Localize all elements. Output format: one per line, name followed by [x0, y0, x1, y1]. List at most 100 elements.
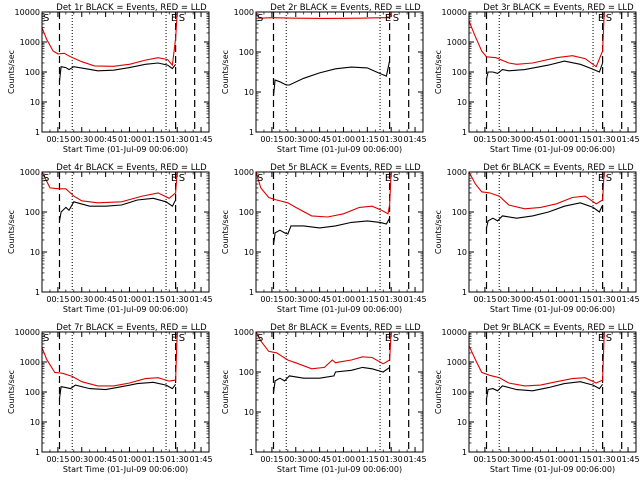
lld-series-line [41, 171, 178, 204]
y-tick-label: 100 [25, 388, 40, 397]
x-tick-label: 01:15 [569, 295, 592, 304]
end-marker: E [385, 13, 391, 24]
plot-frame [468, 11, 637, 133]
y-tick-label: 1000 [234, 8, 254, 17]
events-series-line [58, 197, 177, 221]
x-axis-label: Start Time (01-Jul-09 00:06:00) [63, 305, 188, 314]
lld-series-line [41, 333, 178, 387]
start-marker: S [43, 173, 49, 184]
x-tick-label: 00:45 [94, 295, 117, 304]
plot-title: Det 4r BLACK = Events, RED = LLD [56, 163, 207, 173]
x-tick-label: 00:30 [70, 135, 93, 144]
y-axis-label: Counts/sec [221, 370, 230, 414]
x-tick-label: 01:45 [617, 135, 640, 144]
y-tick-label: 10 [244, 408, 254, 417]
x-tick-label: 01:00 [332, 135, 355, 144]
plot-title: Det 8r BLACK = Events, RED = LLD [270, 323, 421, 333]
y-tick-label: 10000 [15, 328, 40, 337]
x-tick-label: 00:30 [497, 135, 520, 144]
events-series-line [272, 217, 391, 246]
x-tick-label: 01:30 [380, 135, 403, 144]
end-marker: E [598, 173, 604, 184]
x-tick-label: 01:45 [404, 455, 427, 464]
x-tick-label: 00:30 [284, 135, 307, 144]
y-tick-label: 1 [35, 448, 40, 457]
y-tick-label: 1 [462, 128, 467, 137]
plot-title: Det 9r BLACK = Events, RED = LLD [483, 323, 634, 333]
x-tick-label: 00:45 [94, 135, 117, 144]
x-tick-label: 00:30 [70, 295, 93, 304]
x-tick-label: 01:30 [593, 455, 616, 464]
y-tick-label: 1 [249, 448, 254, 457]
start-marker: S [393, 333, 399, 344]
y-tick-label: 1 [249, 288, 254, 297]
plot-9: Det 9r BLACK = Events, RED = LLD 1 10 100 10… [434, 323, 640, 474]
x-tick-label: 00:30 [284, 295, 307, 304]
events-series-line [272, 60, 391, 96]
x-tick-label: 00:15 [260, 295, 283, 304]
y-tick-label: 100 [452, 208, 467, 217]
start-marker: S [43, 13, 49, 24]
x-tick-label: 00:45 [308, 455, 331, 464]
end-marker: E [171, 13, 177, 24]
x-axis-label: Start Time (01-Jul-09 00:06:00) [63, 145, 188, 154]
x-tick-label: 01:30 [593, 135, 616, 144]
x-tick-label: 01:30 [166, 455, 189, 464]
plot-frame [41, 171, 210, 293]
x-tick-label: 01:30 [380, 295, 403, 304]
x-tick-label: 00:15 [473, 135, 496, 144]
y-tick-label: 100 [452, 68, 467, 77]
start-marker: S [257, 173, 263, 184]
start-marker: S [606, 173, 612, 184]
x-tick-label: 01:45 [617, 455, 640, 464]
y-tick-label: 10000 [442, 8, 467, 17]
x-tick-label: 01:45 [404, 135, 427, 144]
x-tick-label: 01:45 [404, 295, 427, 304]
x-tick-label: 00:45 [308, 135, 331, 144]
y-tick-label: 100 [25, 68, 40, 77]
y-tick-label: 1000 [20, 168, 40, 177]
plot-2: Det 2r BLACK = Events, RED = LLD 1 10 100 10… [221, 3, 427, 154]
x-tick-label: 01:15 [356, 135, 379, 144]
plot-4: Det 4r BLACK = Events, RED = LLD 1 10 100 10… [7, 163, 213, 314]
start-marker: S [179, 333, 185, 344]
lld-series-line [255, 331, 392, 370]
y-axis-label: Counts/sec [434, 210, 443, 254]
events-series-line [272, 366, 390, 393]
y-tick-label: 10 [30, 248, 40, 257]
x-tick-label: 01:15 [356, 295, 379, 304]
end-marker: E [385, 333, 391, 344]
y-axis-label: Counts/sec [434, 370, 443, 414]
y-tick-label: 100 [239, 208, 254, 217]
x-tick-label: 01:00 [332, 455, 355, 464]
start-marker: S [393, 13, 399, 24]
plot-8: Det 8r BLACK = Events, RED = LLD 1 10 100 10… [221, 323, 427, 474]
y-tick-label: 10000 [15, 8, 40, 17]
y-tick-label: 100 [239, 48, 254, 57]
y-tick-label: 1 [35, 128, 40, 137]
x-tick-label: 01:45 [617, 295, 640, 304]
y-tick-label: 1 [249, 128, 254, 137]
plot-title: Det 3r BLACK = Events, RED = LLD [483, 3, 634, 13]
end-marker: E [598, 333, 604, 344]
start-marker: S [606, 333, 612, 344]
x-tick-label: 01:30 [593, 295, 616, 304]
x-tick-label: 00:30 [284, 455, 307, 464]
start-marker: S [179, 13, 185, 24]
plot-frame [468, 171, 637, 293]
y-tick-label: 10000 [442, 328, 467, 337]
y-tick-label: 10 [244, 248, 254, 257]
lld-series-line [468, 333, 605, 387]
y-tick-label: 10 [457, 98, 467, 107]
end-marker: E [171, 333, 177, 344]
y-tick-label: 1 [35, 288, 40, 297]
y-tick-label: 1000 [234, 168, 254, 177]
x-tick-label: 01:00 [118, 455, 141, 464]
events-series-line [485, 60, 604, 79]
x-tick-label: 00:30 [497, 295, 520, 304]
y-tick-label: 10 [457, 248, 467, 257]
plot-frame [255, 171, 424, 293]
x-tick-label: 01:15 [356, 455, 379, 464]
y-tick-label: 10 [30, 98, 40, 107]
